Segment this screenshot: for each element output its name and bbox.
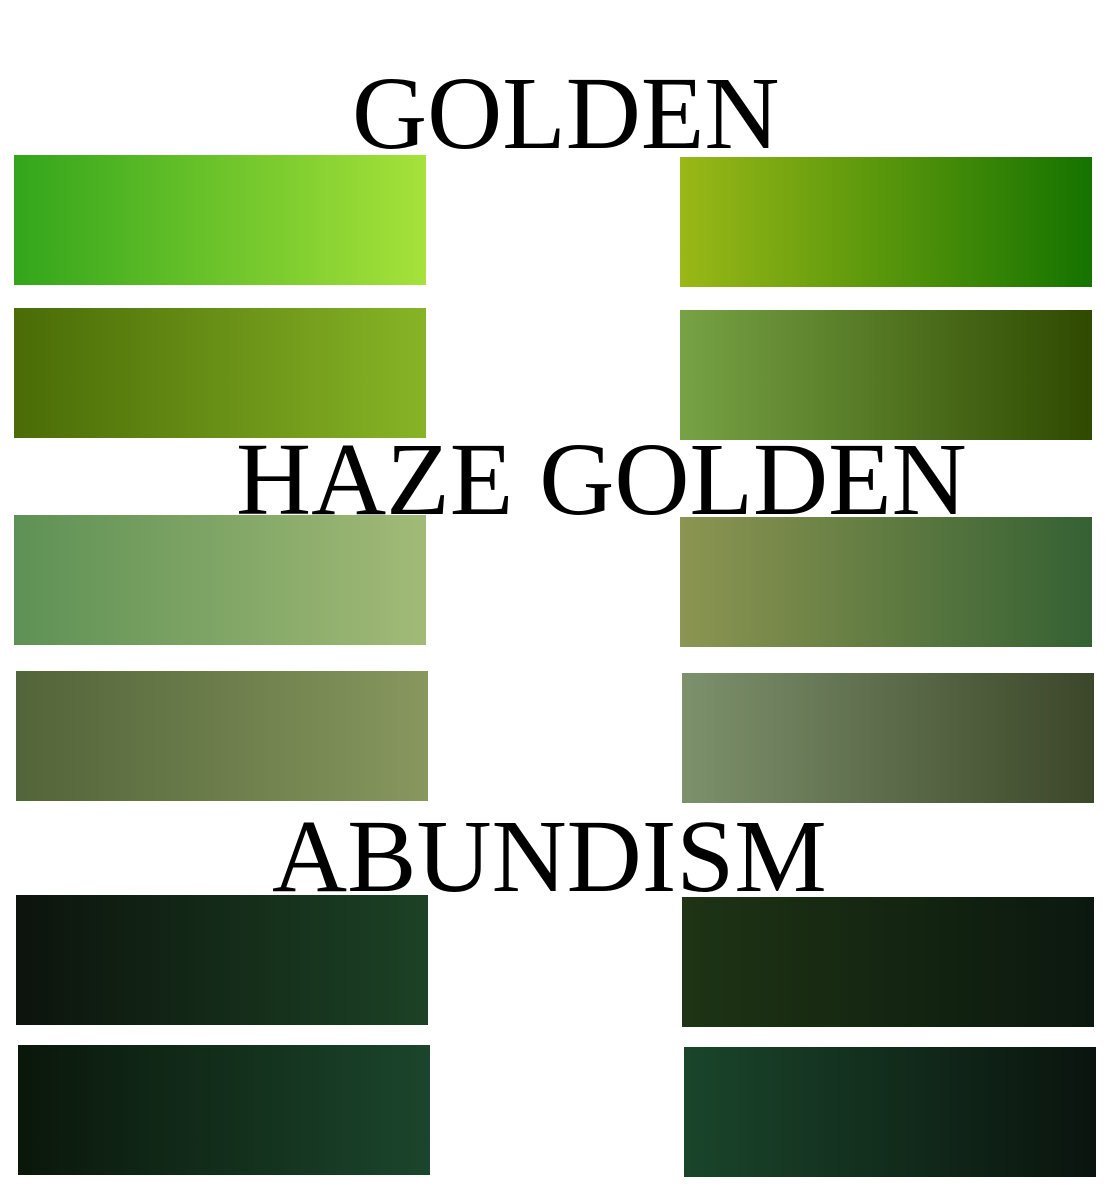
color-swatch: [682, 673, 1094, 803]
color-swatch: [14, 515, 426, 645]
color-swatch: [16, 895, 428, 1025]
color-swatch: [18, 1045, 430, 1175]
title-haze-golden: HAZE GOLDEN: [236, 422, 967, 537]
title-golden: GOLDEN: [352, 56, 780, 171]
color-swatch: [680, 157, 1092, 287]
color-swatch: [14, 308, 426, 438]
color-swatch: [684, 1047, 1096, 1177]
color-swatch: [682, 897, 1094, 1027]
color-swatch: [16, 671, 428, 801]
title-abundism: ABUNDISM: [272, 799, 827, 914]
color-swatch: [14, 155, 426, 285]
color-swatch: [680, 310, 1092, 440]
color-swatch: [680, 517, 1092, 647]
